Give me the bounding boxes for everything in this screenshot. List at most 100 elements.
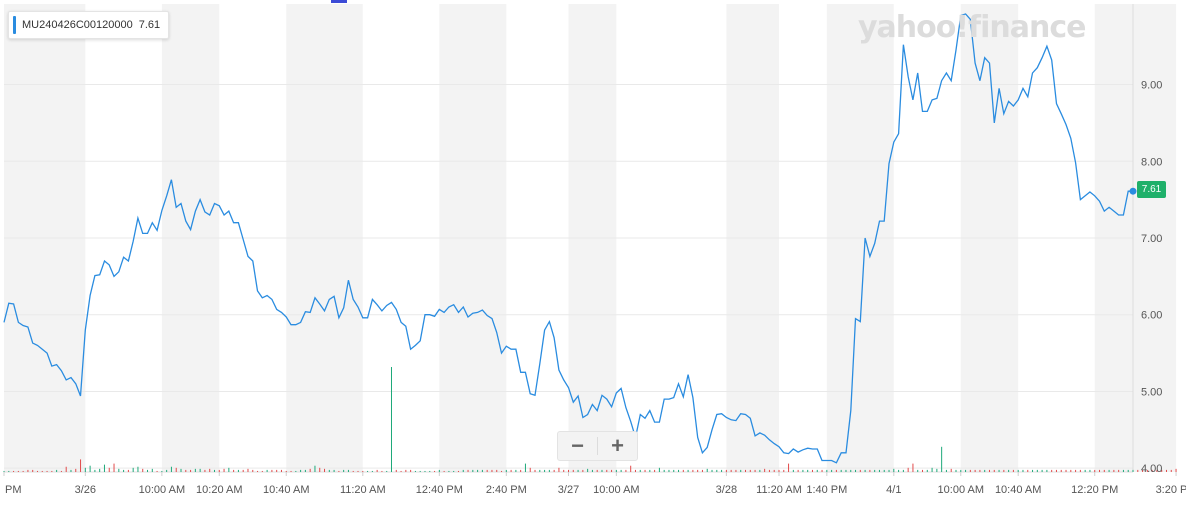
x-tick-label: 11:20 AM bbox=[756, 484, 802, 496]
volume-bar bbox=[615, 469, 617, 472]
volume-bar bbox=[501, 470, 503, 472]
volume-bar bbox=[749, 469, 751, 472]
volume-bar bbox=[988, 469, 990, 472]
volume-bar bbox=[1113, 469, 1115, 472]
price-line bbox=[3, 13, 1133, 464]
volume-bar bbox=[170, 466, 172, 472]
volume-bar bbox=[582, 469, 584, 472]
volume-bar bbox=[1175, 468, 1177, 472]
volume-bar bbox=[1060, 469, 1062, 472]
volume-bar bbox=[3, 470, 5, 472]
volume-bar bbox=[376, 469, 378, 472]
volume-bar bbox=[1151, 469, 1153, 472]
volume-bar bbox=[156, 470, 158, 472]
volume-bar bbox=[328, 469, 330, 472]
volume-bar bbox=[548, 469, 550, 472]
volume-bar bbox=[730, 469, 732, 472]
volume-bar bbox=[850, 469, 852, 472]
volume-bar bbox=[706, 468, 708, 472]
volume-bar bbox=[333, 469, 335, 472]
volume-bar bbox=[1146, 469, 1148, 472]
volume-bar bbox=[568, 469, 569, 472]
volume-bar bbox=[123, 469, 125, 472]
volume-bar bbox=[1008, 469, 1010, 472]
y-tick-label: 7.00 bbox=[1141, 233, 1162, 245]
volume-bar bbox=[639, 469, 641, 472]
volume-bar bbox=[496, 469, 498, 472]
volume-bar bbox=[510, 469, 512, 472]
volume-bar bbox=[1108, 469, 1110, 472]
volume-bar bbox=[711, 469, 713, 472]
volume-bar bbox=[324, 468, 326, 472]
x-tick-label: 10:00 AM bbox=[593, 484, 639, 496]
volume-bar bbox=[1065, 469, 1067, 472]
volume-bar bbox=[692, 469, 694, 472]
volume-bar bbox=[960, 469, 962, 472]
volume-bar bbox=[807, 469, 809, 472]
volume-bar bbox=[902, 469, 904, 472]
volume-bar bbox=[601, 469, 603, 472]
volume-bar bbox=[477, 469, 479, 472]
volume-bar bbox=[998, 469, 1000, 472]
volume-bar bbox=[314, 465, 316, 472]
volume-bar bbox=[443, 470, 445, 472]
volume-bar bbox=[8, 470, 10, 472]
volume-bar bbox=[855, 469, 857, 472]
volume-bar bbox=[290, 470, 292, 472]
volume-bar bbox=[1022, 469, 1024, 472]
volume-bars bbox=[3, 367, 1177, 472]
series-symbol: MU240426C00120000 bbox=[22, 19, 133, 31]
y-tick-label: 8.00 bbox=[1141, 156, 1162, 168]
volume-bar bbox=[424, 470, 426, 472]
volume-bar bbox=[634, 469, 636, 472]
volume-bar bbox=[252, 469, 254, 472]
volume-bar bbox=[572, 469, 574, 472]
zoom-controls: − + bbox=[557, 431, 638, 461]
volume-bar bbox=[826, 469, 828, 472]
volume-bar bbox=[362, 470, 364, 472]
volume-bar bbox=[874, 469, 876, 472]
x-tick-label: 10:40 AM bbox=[995, 484, 1041, 496]
volume-bar bbox=[223, 468, 225, 472]
zoom-in-button[interactable]: + bbox=[611, 433, 624, 458]
volume-bar bbox=[46, 470, 48, 472]
series-legend[interactable]: MU240426C00120000 7.61 bbox=[8, 11, 170, 39]
x-tick-label: 2:40 PM bbox=[486, 484, 527, 496]
volume-bar bbox=[257, 470, 259, 472]
volume-bar bbox=[32, 469, 34, 472]
volume-bar bbox=[132, 467, 134, 472]
volume-bar bbox=[816, 469, 818, 472]
volume-bar bbox=[1012, 469, 1014, 472]
x-tick-label: 3:20 PM bbox=[1156, 484, 1186, 496]
volume-bar bbox=[984, 469, 986, 472]
zoom-out-button[interactable]: − bbox=[571, 433, 584, 458]
volume-bar bbox=[276, 469, 278, 472]
volume-bar bbox=[1132, 469, 1134, 472]
volume-bar bbox=[606, 469, 608, 472]
volume-bar bbox=[103, 464, 105, 472]
volume-bar bbox=[917, 469, 919, 472]
volume-bar bbox=[697, 469, 699, 472]
volume-bar bbox=[266, 469, 268, 472]
volume-bar bbox=[778, 469, 780, 472]
volume-bar bbox=[864, 469, 866, 472]
volume-bar bbox=[395, 469, 397, 472]
volume-bar bbox=[625, 469, 627, 472]
volume-bar bbox=[481, 469, 483, 472]
volume-bar bbox=[922, 469, 924, 472]
volume-bar bbox=[979, 469, 981, 472]
volume-bar bbox=[658, 467, 660, 472]
volume-bar bbox=[1094, 469, 1096, 472]
volume-bar bbox=[1161, 469, 1163, 472]
x-tick-label: 3/26 bbox=[75, 484, 96, 496]
volume-bar bbox=[113, 463, 115, 472]
volume-bar bbox=[955, 469, 957, 472]
volume-bar bbox=[175, 467, 177, 472]
volume-bar bbox=[280, 469, 282, 472]
volume-bar bbox=[390, 367, 392, 472]
volume-bar bbox=[529, 467, 531, 472]
volume-bar bbox=[137, 466, 139, 472]
volume-bar bbox=[644, 469, 646, 472]
